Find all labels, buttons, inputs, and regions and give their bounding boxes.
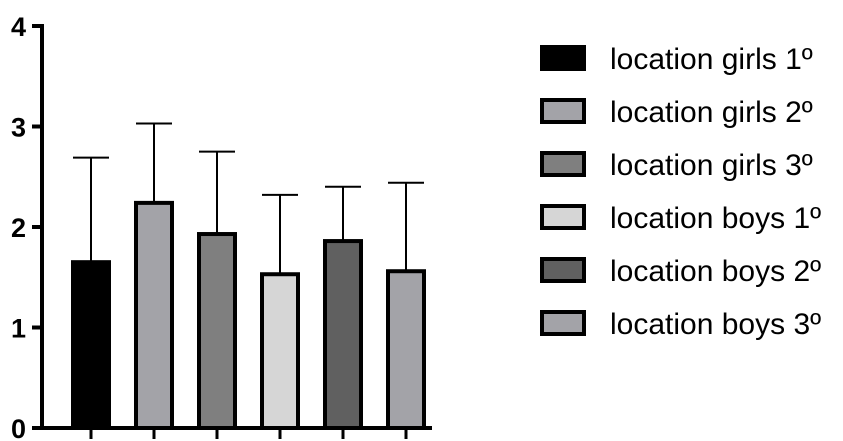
y-tick-label: 4 — [11, 12, 26, 42]
y-tick-label: 2 — [11, 213, 26, 243]
legend-swatch — [540, 98, 586, 124]
bars — [71, 122, 426, 430]
bar — [197, 232, 237, 430]
legend-swatch — [540, 257, 586, 283]
legend-label: location girls 2º — [610, 96, 813, 129]
legend-swatch — [540, 151, 586, 177]
legend-label: location girls 1º — [610, 43, 813, 76]
y-tick-label: 3 — [11, 113, 26, 143]
legend-label: location girls 3º — [610, 149, 813, 182]
legend-swatch — [540, 204, 586, 230]
legend-label: location boys 2º — [610, 255, 821, 288]
legend: location girls 1º location girls 2º locati… — [540, 43, 821, 341]
bar — [71, 260, 111, 430]
bar — [260, 272, 300, 430]
legend-swatch — [540, 45, 586, 71]
bar — [134, 200, 174, 430]
bar — [323, 239, 363, 430]
legend-label: location boys 3º — [610, 308, 821, 341]
legend-label: location boys 1º — [610, 202, 821, 235]
y-tick-label: 0 — [11, 414, 26, 441]
bar — [386, 269, 426, 430]
legend-swatch — [540, 310, 586, 336]
y-tick-label: 1 — [11, 314, 26, 344]
